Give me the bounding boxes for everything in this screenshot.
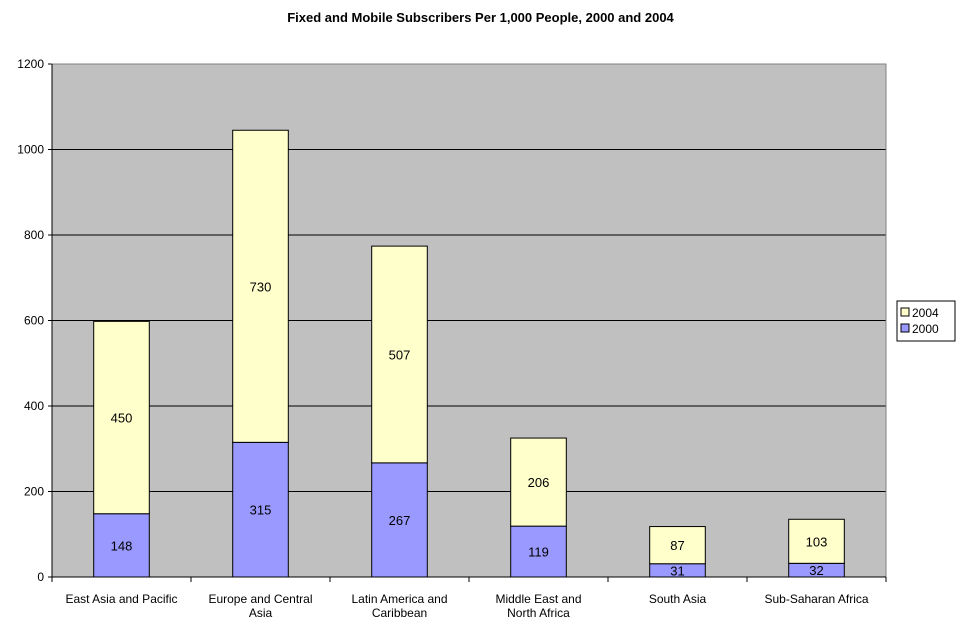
data-label-2000-sub-saharan-africa: 32 <box>809 563 823 578</box>
data-label-2000-latin-america-and-caribbean: 267 <box>389 513 411 528</box>
legend: 2004 2000 <box>896 300 956 342</box>
category-label-latin-america-and-caribbean: Latin America and <box>351 592 447 606</box>
bar-2000-europe-and-central-asia <box>232 441 289 578</box>
chart-title: Fixed and Mobile Subscribers Per 1,000 P… <box>287 10 674 25</box>
data-label-2004-latin-america-and-caribbean: 507 <box>389 347 411 362</box>
category-label-latin-america-and-caribbean: Caribbean <box>372 606 427 620</box>
legend-label-2004: 2004 <box>912 306 939 320</box>
bars <box>93 129 845 578</box>
category-label-europe-and-central-asia: Europe and Central <box>208 592 312 606</box>
y-tick-label-600: 600 <box>24 314 44 328</box>
bar-2004-south-asia <box>649 526 706 565</box>
category-label-middle-east-and-north-africa: Middle East and <box>495 592 581 606</box>
y-tick-label-400: 400 <box>24 399 44 413</box>
category-label-east-asia-and-pacific: East Asia and Pacific <box>65 592 177 606</box>
bar-2004-middle-east-and-north-africa <box>510 437 567 527</box>
data-label-2004-east-asia-and-pacific: 450 <box>111 411 133 426</box>
data-label-2004-europe-and-central-asia: 730 <box>250 279 272 294</box>
y-tick-label-800: 800 <box>24 228 44 242</box>
legend-swatch-2000 <box>900 323 910 333</box>
axes: 0 200 400 600 800 1000 1200 East Asia and Pacif… <box>17 57 887 620</box>
data-label-2000-east-asia-and-pacific: 148 <box>111 538 133 553</box>
category-label-middle-east-and-north-africa: North Africa <box>507 606 570 620</box>
bar-2004-latin-america-and-caribbean <box>371 245 428 464</box>
category-label-europe-and-central-asia: Asia <box>249 606 273 620</box>
data-label-2004-middle-east-and-north-africa: 206 <box>528 475 550 490</box>
data-label-2004-south-asia: 87 <box>670 538 684 553</box>
data-labels: 148 450 315 730 267 507 119 206 31 87 32 103 <box>111 279 828 578</box>
y-tick-label-1200: 1200 <box>17 57 44 71</box>
data-label-2004-sub-saharan-africa: 103 <box>806 534 828 549</box>
data-label-2000-middle-east-and-north-africa: 119 <box>528 545 549 560</box>
y-tick-label-0: 0 <box>37 570 44 584</box>
data-label-2000-europe-and-central-asia: 315 <box>250 503 272 518</box>
bar-2000-middle-east-and-north-africa <box>510 525 567 578</box>
data-label-2000-south-asia: 31 <box>670 563 684 578</box>
legend-label-2000: 2000 <box>912 322 939 336</box>
bar-2004-east-asia-and-pacific <box>93 320 150 515</box>
legend-swatch-2004 <box>900 307 910 317</box>
category-label-south-asia: South Asia <box>649 592 707 606</box>
y-tick-label-200: 200 <box>24 485 44 499</box>
category-label-sub-saharan-africa: Sub-Saharan Africa <box>764 592 868 606</box>
y-tick-label-1000: 1000 <box>17 143 44 157</box>
bar-2004-sub-saharan-africa <box>788 518 845 564</box>
bar-2004-europe-and-central-asia <box>232 129 289 443</box>
bar-2000-east-asia-and-pacific <box>93 513 150 578</box>
